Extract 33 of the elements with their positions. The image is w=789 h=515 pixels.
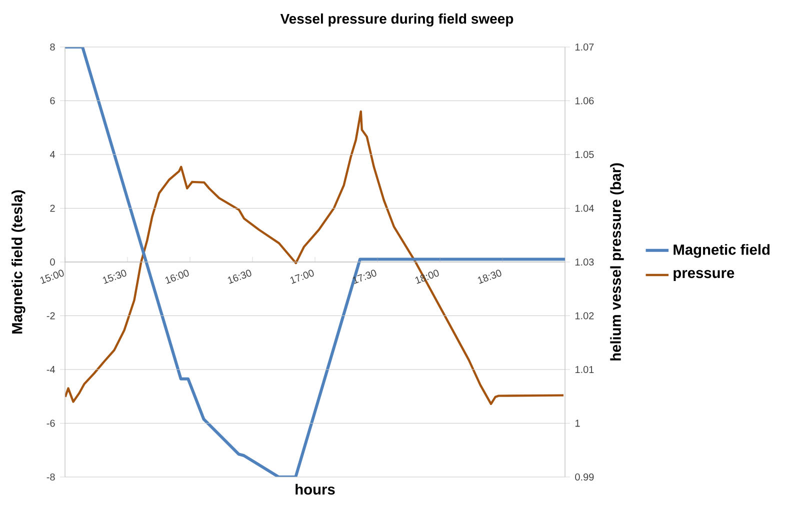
- y-tick-label: 0: [50, 258, 55, 266]
- y2-tick-label: 0.99: [575, 473, 594, 481]
- y-tick-label: 6: [50, 97, 55, 104]
- y-tick-label: -6: [46, 420, 55, 427]
- y2-axis-title: helium vessel pressure (bar): [610, 163, 624, 360]
- legend-label: Magnetic field: [674, 244, 770, 258]
- y2-tick-label: 1.02: [575, 312, 594, 320]
- y-tick-label: -8: [46, 473, 55, 481]
- y2-tick-label: 1.06: [575, 97, 594, 104]
- y-tick-label: 2: [50, 204, 55, 212]
- x-tick-label: 15:30: [102, 270, 126, 284]
- x-tick-label: 16:00: [165, 270, 189, 284]
- y-axis-title: Magnetic field (tesla): [12, 190, 26, 334]
- y2-tick-label: 1.03: [575, 258, 594, 266]
- y-tick-label: 4: [50, 151, 55, 158]
- x-tick-label: 18:00: [415, 270, 439, 284]
- x-tick-label: 15:00: [40, 270, 64, 284]
- x-axis-title: hours: [296, 484, 335, 495]
- y2-tick-label: 1.07: [575, 43, 594, 51]
- y-tick-label: 8: [50, 43, 55, 51]
- y-tick-label: -4: [46, 366, 55, 373]
- x-tick-label: 17:30: [352, 270, 376, 284]
- x-tick-label: 17:00: [290, 270, 314, 284]
- y2-tick-label: 1.01: [575, 366, 594, 374]
- chart-title: Vessel pressure during field sweep: [280, 13, 514, 27]
- x-tick-label: 16:30: [228, 270, 252, 284]
- x-tick-label: 18:30: [478, 270, 502, 284]
- y-tick-label: -2: [46, 312, 55, 320]
- y2-tick-label: 1.04: [575, 204, 594, 212]
- y2-tick-label: 1.05: [575, 150, 594, 158]
- line-series: [65, 110, 565, 405]
- y2-tick-label: 1: [575, 420, 580, 427]
- legend-label: pressure: [674, 270, 734, 281]
